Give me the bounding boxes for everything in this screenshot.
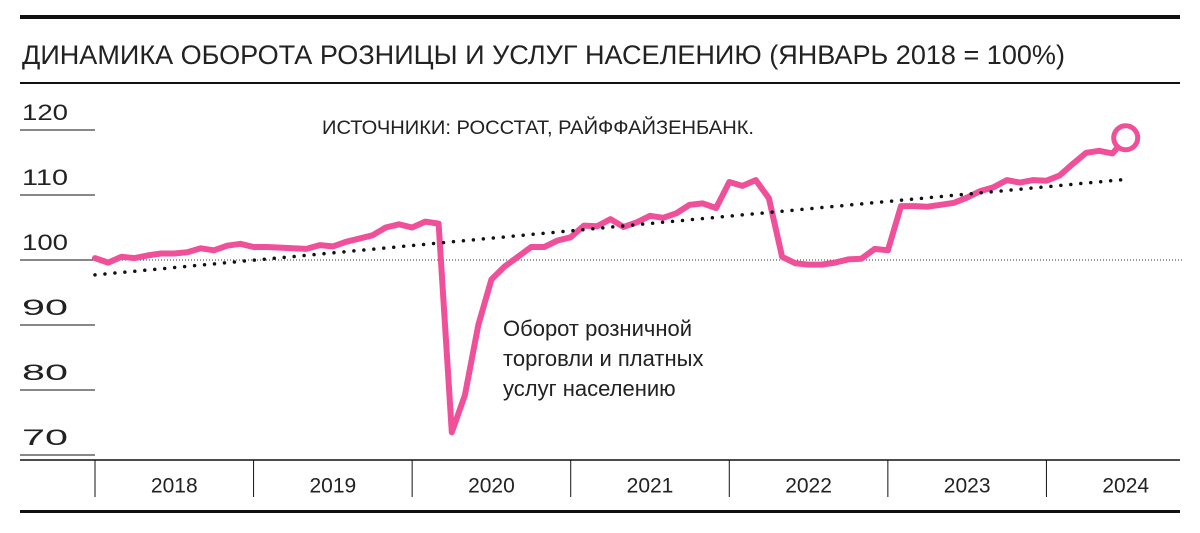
end-marker [1111, 123, 1141, 153]
x-tick-label: 2018 [151, 475, 198, 498]
chart-title: ДИНАМИКА ОБОРОТА РОЗНИЦЫ И УСЛУГ НАСЕЛЕН… [22, 40, 1065, 70]
x-tick-label: 2019 [309, 475, 356, 498]
y-tick-label: 70 [22, 425, 68, 450]
y-tick-label: 110 [22, 165, 68, 190]
annotation: услуг населению [503, 376, 676, 401]
y-tick-label: 120 [22, 100, 68, 125]
top-rule [20, 15, 1180, 19]
x-tick-label: 2020 [468, 475, 515, 498]
y-tick-label: 100 [22, 230, 68, 255]
y-tick-label: 90 [22, 295, 68, 320]
x-tick-label: 2024 [1102, 475, 1149, 498]
trend-line [93, 177, 1128, 277]
x-tick-label: 2023 [944, 475, 991, 498]
source: ИСТОЧНИКИ: РОССТАТ, РАЙФФАЙЗЕНБАНК. [322, 117, 754, 139]
data-line [92, 134, 1129, 436]
title-rule [20, 82, 1180, 84]
x-tick-label: 2022 [785, 475, 832, 498]
bottom-rule [20, 510, 1180, 513]
x-tick-label: 2021 [627, 475, 674, 498]
annotation: Оборот розничной [503, 316, 692, 341]
annotation: торговли и платных [503, 346, 703, 371]
y-tick-label: 80 [22, 360, 68, 385]
